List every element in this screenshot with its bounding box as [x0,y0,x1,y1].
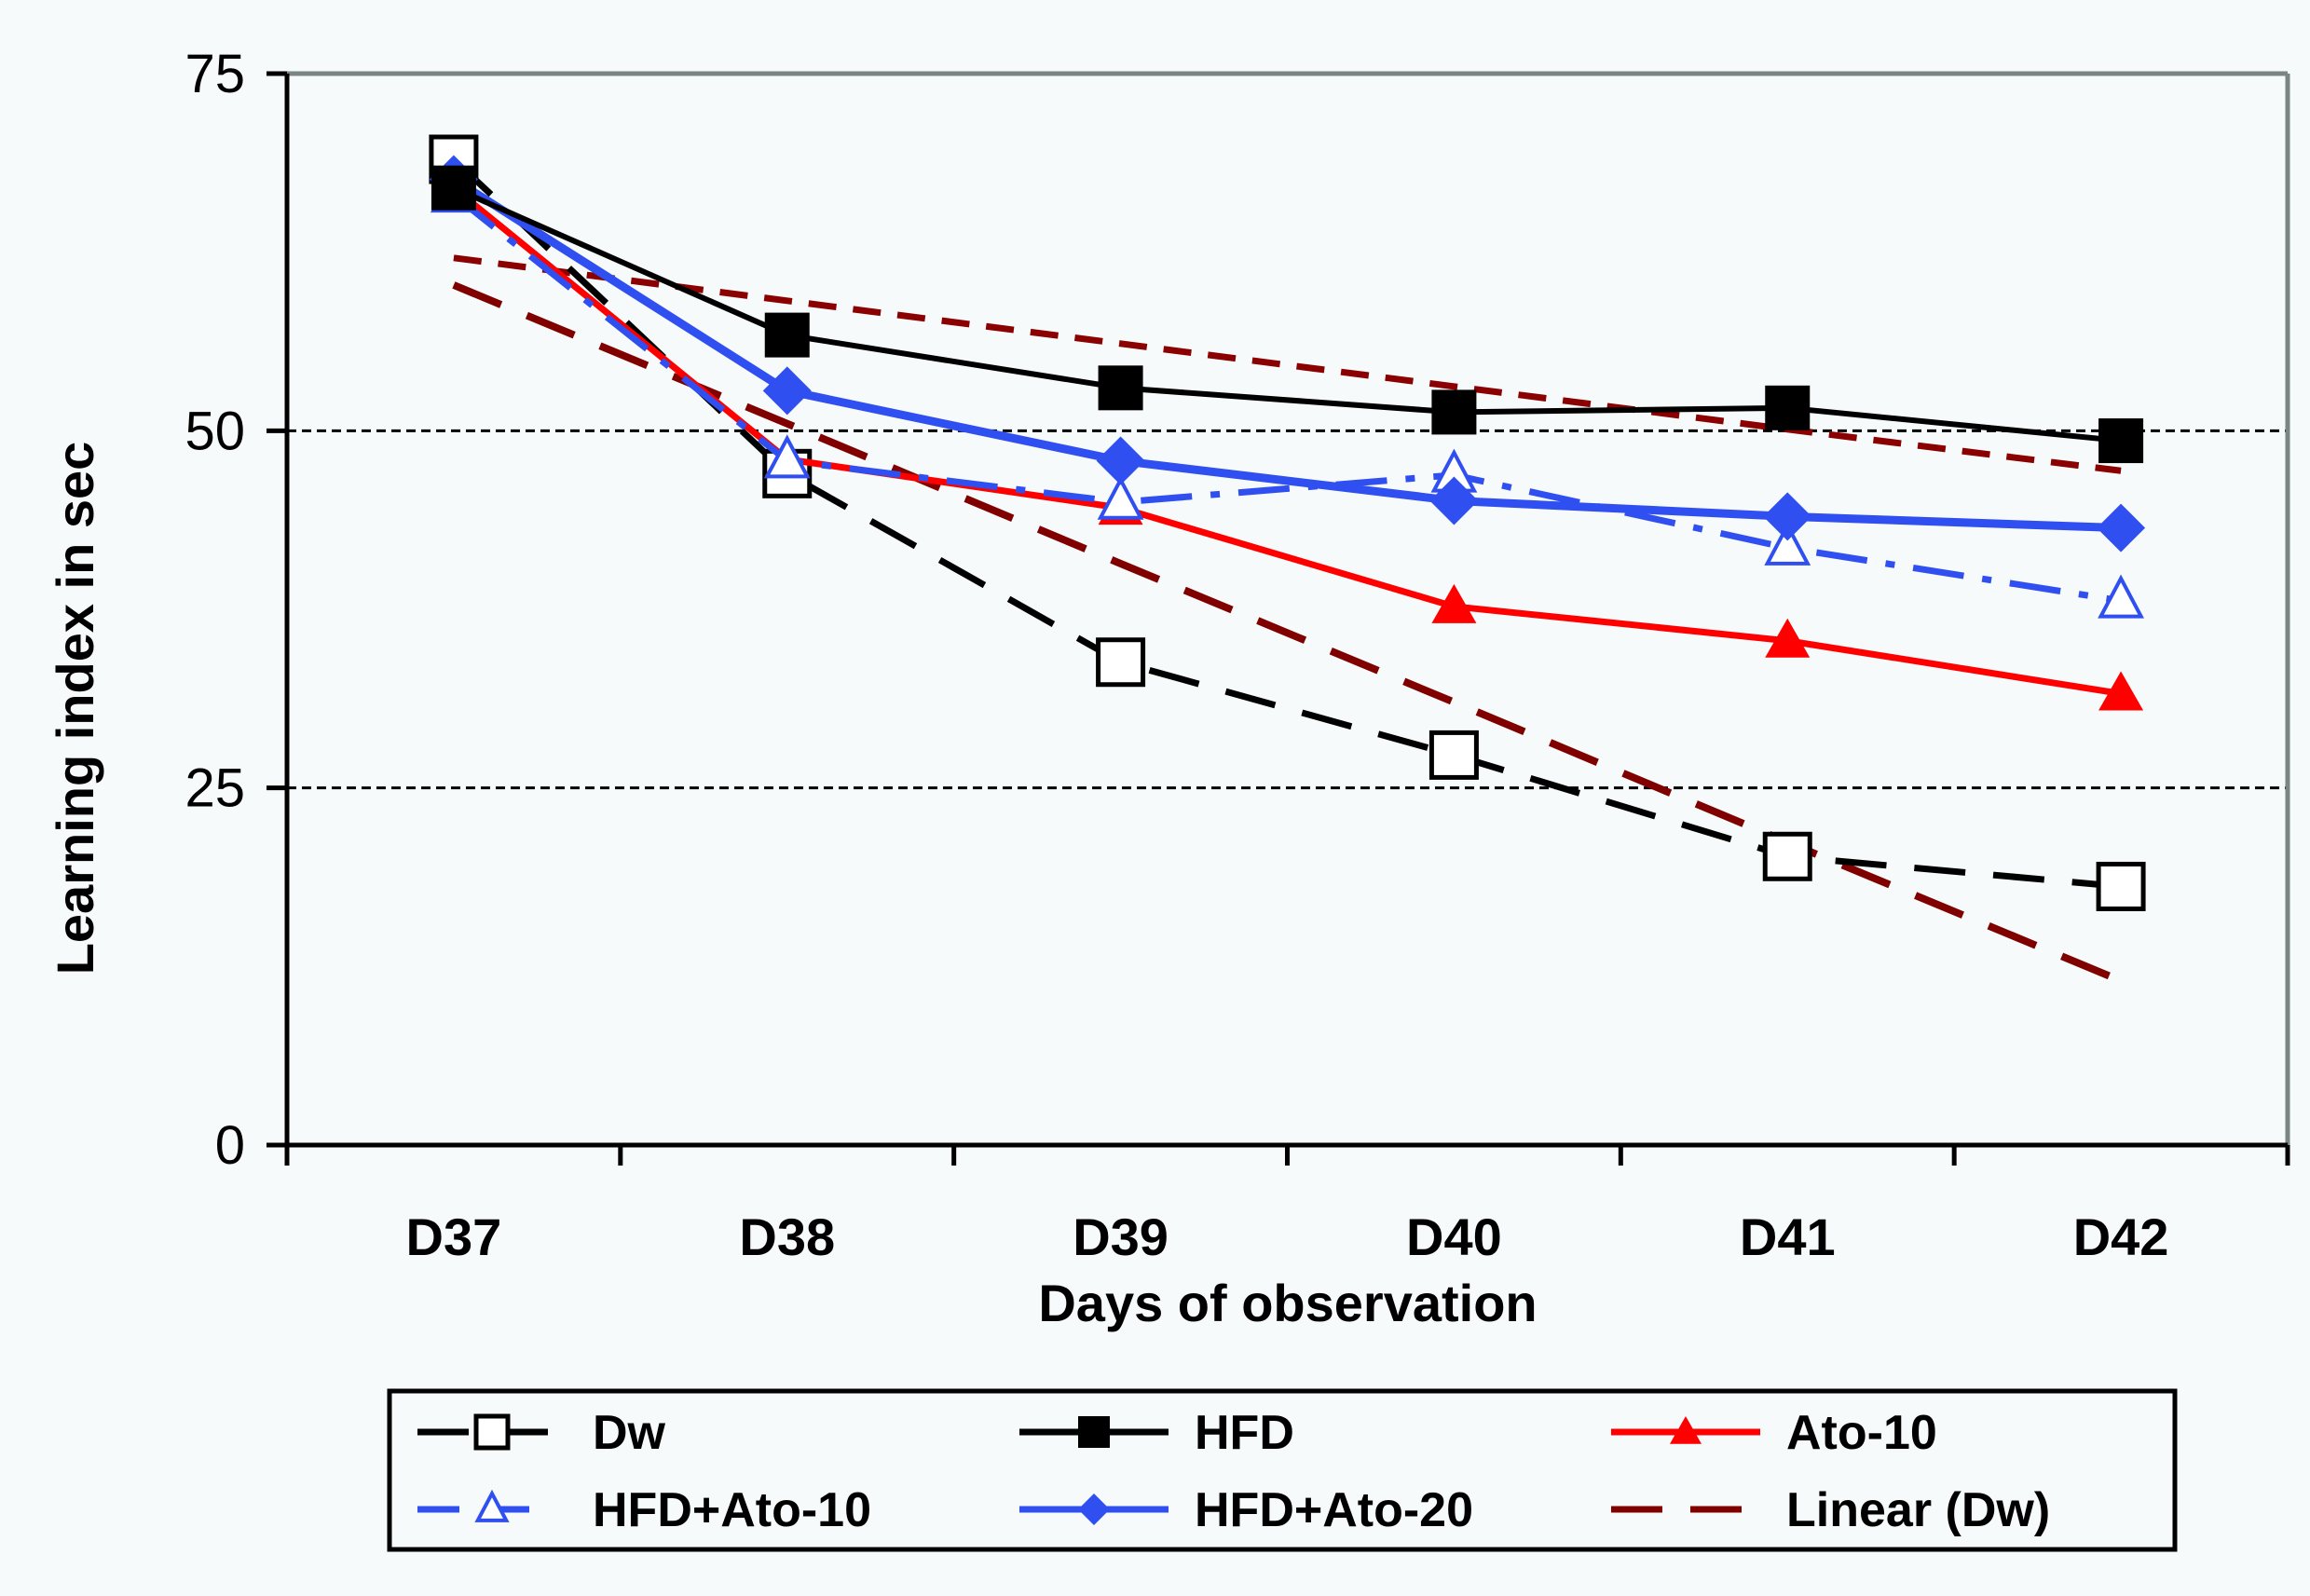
series-point-hfd-ato-20 [1429,476,1479,525]
series-point-hfd [431,165,476,211]
x-tick-label: D42 [2073,1207,2169,1266]
series-line-ato-10 [451,184,2122,697]
series-point-hfd [1098,365,1143,411]
series-group-hfd [431,165,2144,464]
series-group-linear-dw- [452,281,2123,985]
axes [267,71,2290,1166]
series-group-ato-10 [431,165,2144,711]
x-tick-label: D40 [1406,1207,1502,1266]
series-line-linear-dw [452,281,2123,985]
series-line-hfd-ato-10 [451,192,2122,605]
series-point-hfd-ato-10 [1764,521,1811,566]
y-tick-label: 0 [215,1115,245,1176]
series-point-ato-10 [1431,583,1477,623]
legend-swatch-marker [1670,1416,1702,1444]
series-point-dw [1762,831,1812,881]
series-point-dw [1428,730,1479,780]
legend-swatch-marker [474,1489,510,1522]
y-axis-title: Learning index in sec [46,442,104,975]
series-line-hfd [452,184,2122,444]
series-point-hfd-ato-20 [1763,492,1812,541]
series-group-hfd-ato-10 [430,169,2145,619]
x-tick-label: D41 [1740,1207,1836,1266]
legend-swatch-marker [1078,1416,1110,1448]
series-group [429,134,2146,985]
series-point-ato-10 [1765,618,1811,658]
legend-swatch-marker [1078,1494,1110,1525]
series-point-hfd-ato-10 [763,434,811,479]
trend-line-group [453,254,2122,474]
series-point-hfd [1431,389,1477,435]
series-point-hfd-ato-20 [762,366,812,416]
y-tick-label: 25 [185,758,245,819]
legend-swatch-marker [473,1413,511,1451]
series-point-hfd [1765,385,1811,430]
series-point-ato-10 [2098,671,2144,711]
series-point-hfd-ato-20 [1096,436,1145,485]
legend-label: HFD [1195,1406,1294,1460]
series-group-hfd-ato-20 [429,155,2146,552]
series-point-hfd-ato-20 [2097,503,2146,552]
legend-label: HFD+Ato-20 [1195,1483,1473,1537]
gridlines [287,429,2288,790]
legend-label: Dw [593,1406,666,1460]
series-point-hfd [2098,418,2144,464]
legend-box [387,1388,2178,1552]
y-tick-label: 75 [185,44,245,104]
x-axis-title: Days of observation [1038,1274,1537,1332]
trend-line-trend [453,254,2122,474]
series-point-dw [1096,637,1146,688]
series-point-hfd [764,312,810,358]
legend-label: Linear (Dw) [1786,1483,2050,1537]
series-line-hfd-ato-20 [451,175,2122,533]
x-tick-label: D38 [739,1207,835,1266]
y-tick-label: 50 [185,401,245,461]
series-point-hfd-ato-10 [1097,475,1144,520]
series-point-dw [2096,861,2146,911]
x-tick-labels: D37 D38 D39 D40 D41 D42 [406,1207,2169,1266]
series-point-hfd-ato-10 [2098,574,2145,619]
series-line-dw [451,157,2122,890]
legend-label: Ato-10 [1786,1406,1937,1460]
x-tick-label: D37 [406,1207,502,1266]
legend-label: HFD+Ato-10 [593,1483,871,1537]
legend: Dw HFD Ato-10 HFD+Ato-10 HFD+Ato-20 Linear (D… [387,1388,2178,1552]
x-tick-label: D39 [1073,1207,1169,1266]
y-tick-labels: 0 25 50 75 [185,44,245,1176]
